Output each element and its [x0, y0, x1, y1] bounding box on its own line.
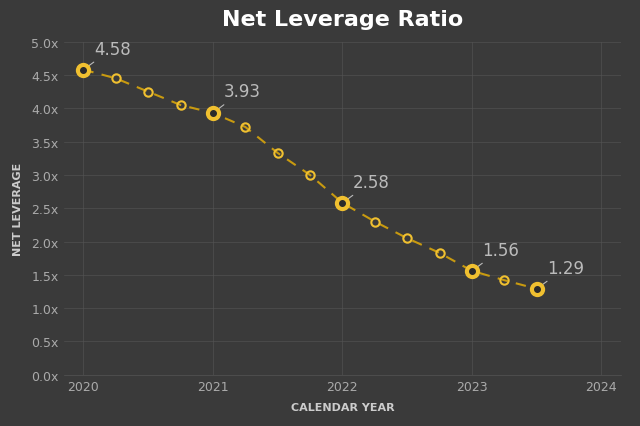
Y-axis label: NET LEVERAGE: NET LEVERAGE	[13, 162, 23, 255]
Text: 1.29: 1.29	[539, 259, 584, 288]
Title: Net Leverage Ratio: Net Leverage Ratio	[222, 10, 463, 30]
X-axis label: CALENDAR YEAR: CALENDAR YEAR	[291, 402, 394, 412]
Text: 2.58: 2.58	[345, 173, 390, 202]
Text: 4.58: 4.58	[86, 40, 131, 69]
Text: 3.93: 3.93	[215, 83, 260, 112]
Text: 1.56: 1.56	[474, 241, 519, 270]
